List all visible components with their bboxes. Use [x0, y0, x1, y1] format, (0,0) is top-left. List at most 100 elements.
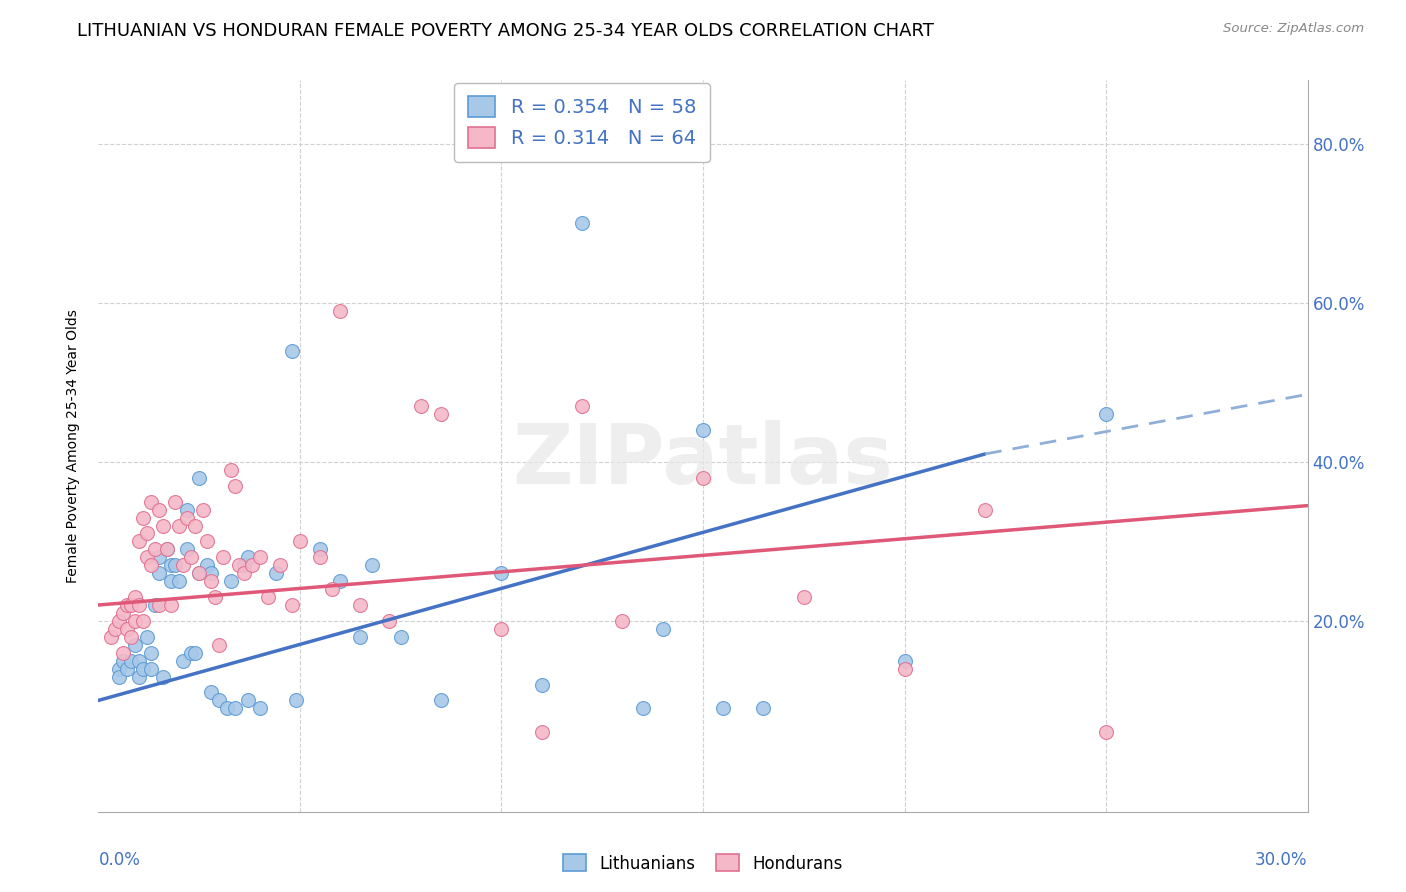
Point [100, 630, 122, 644]
Point [139, 558, 162, 573]
Point [156, 542, 179, 557]
Point [893, 662, 915, 676]
Point [107, 662, 129, 676]
Point [180, 550, 202, 565]
Point [176, 510, 198, 524]
Point [115, 622, 138, 636]
Point [152, 669, 174, 683]
Text: Source: ZipAtlas.com: Source: ZipAtlas.com [1223, 22, 1364, 36]
Point [409, 399, 432, 413]
Point [236, 550, 259, 565]
Point [188, 566, 211, 581]
Point [148, 502, 170, 516]
Point [692, 423, 714, 437]
Point [167, 574, 190, 589]
Point [752, 701, 775, 715]
Point [208, 693, 231, 707]
Point [200, 685, 222, 699]
Point [249, 550, 271, 565]
Point [139, 646, 162, 660]
Point [1095, 407, 1118, 421]
Point [148, 598, 170, 612]
Point [361, 558, 384, 573]
Point [200, 566, 222, 581]
Point [124, 638, 146, 652]
Point [160, 574, 183, 589]
Point [571, 216, 593, 230]
Point [204, 590, 226, 604]
Point [491, 566, 513, 581]
Point [530, 725, 553, 739]
Y-axis label: Female Poverty Among 25-34 Year Olds: Female Poverty Among 25-34 Year Olds [66, 309, 80, 583]
Point [128, 598, 150, 612]
Point [111, 646, 134, 660]
Point [571, 399, 593, 413]
Point [329, 303, 352, 318]
Point [309, 550, 332, 565]
Point [143, 542, 166, 557]
Point [120, 630, 142, 644]
Point [160, 598, 183, 612]
Point [188, 471, 211, 485]
Point [1095, 725, 1118, 739]
Point [148, 550, 170, 565]
Point [115, 598, 138, 612]
Point [135, 550, 157, 565]
Point [124, 590, 146, 604]
Point [188, 566, 211, 581]
Point [107, 614, 129, 628]
Point [249, 701, 271, 715]
Point [176, 502, 198, 516]
Point [135, 630, 157, 644]
Point [103, 622, 125, 636]
Point [224, 701, 246, 715]
Point [974, 502, 997, 516]
Point [128, 669, 150, 683]
Point [176, 542, 198, 557]
Point [321, 582, 343, 596]
Legend: R = 0.354   N = 58, R = 0.314   N = 64: R = 0.354 N = 58, R = 0.314 N = 64 [454, 83, 710, 162]
Point [180, 646, 202, 660]
Point [132, 662, 155, 676]
Text: ZIPatlas: ZIPatlas [513, 420, 893, 501]
Point [349, 598, 371, 612]
Point [120, 598, 142, 612]
Point [893, 654, 915, 668]
Point [111, 606, 134, 620]
Point [124, 614, 146, 628]
Point [132, 614, 155, 628]
Point [240, 558, 263, 573]
Point [349, 630, 371, 644]
Point [195, 534, 218, 549]
Point [148, 566, 170, 581]
Point [236, 693, 259, 707]
Point [530, 677, 553, 691]
Point [107, 669, 129, 683]
Point [284, 693, 307, 707]
Point [111, 654, 134, 668]
Point [115, 662, 138, 676]
Point [163, 494, 186, 508]
Point [377, 614, 399, 628]
Point [430, 407, 453, 421]
Point [167, 518, 190, 533]
Point [264, 566, 287, 581]
Point [288, 534, 311, 549]
Point [156, 542, 179, 557]
Point [651, 622, 673, 636]
Point [139, 662, 162, 676]
Point [172, 558, 194, 573]
Point [232, 558, 254, 573]
Point [152, 518, 174, 533]
Point [217, 701, 239, 715]
Point [212, 550, 235, 565]
Point [132, 510, 155, 524]
Text: 30.0%: 30.0% [1256, 851, 1308, 869]
Point [143, 598, 166, 612]
Point [135, 526, 157, 541]
Point [711, 701, 734, 715]
Point [163, 558, 186, 573]
Point [184, 518, 207, 533]
Point [184, 646, 207, 660]
Point [120, 654, 142, 668]
